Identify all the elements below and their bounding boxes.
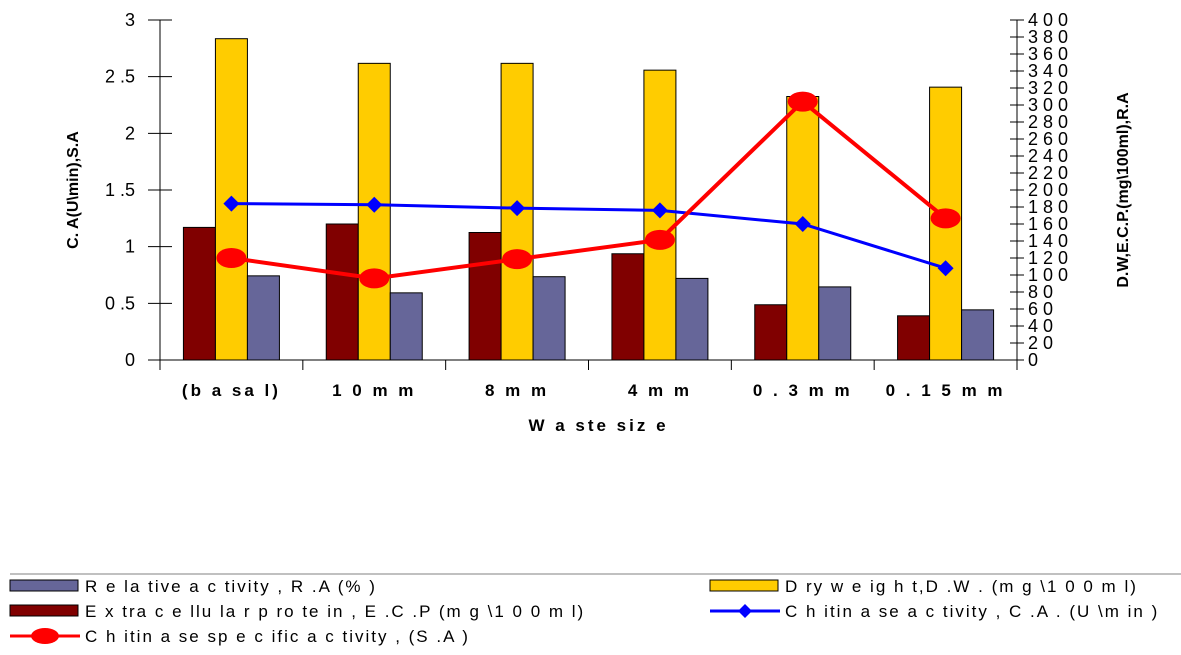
right-tick-label: 1 4 0 bbox=[1028, 231, 1068, 251]
legend-marker-ca bbox=[738, 604, 752, 618]
right-tick-label: 2 0 bbox=[1028, 333, 1053, 353]
right-tick-label: 3 0 0 bbox=[1028, 95, 1068, 115]
legend-label-sa: C h itin a se sp e c ific a c tivity , (… bbox=[85, 627, 470, 646]
right-tick-label: 1 0 0 bbox=[1028, 265, 1068, 285]
bar-ra bbox=[246, 275, 280, 361]
right-tick-label: 8 0 bbox=[1028, 282, 1053, 302]
left-axis-title: C. A(U\min),S.A bbox=[65, 131, 82, 249]
point-ca bbox=[651, 202, 668, 219]
right-tick-label: 3 4 0 bbox=[1028, 61, 1068, 81]
bar-ra bbox=[532, 276, 566, 361]
left-tick-label: 3 bbox=[125, 10, 135, 30]
right-tick-label: 3 6 0 bbox=[1028, 44, 1068, 64]
labels: (b a sa l) 1 0 m m 8 m m 4 m m 0 . 3 m m 0 . … bbox=[65, 92, 1132, 435]
point-ca bbox=[794, 216, 811, 232]
right-tick-label: 2 8 0 bbox=[1028, 112, 1068, 132]
legend-swatch-ra bbox=[9, 579, 79, 592]
legend-marker-sa bbox=[31, 628, 59, 644]
point-sa bbox=[930, 208, 961, 229]
left-tick-label: 2 .5 bbox=[105, 67, 135, 87]
right-tick-label: 3 8 0 bbox=[1028, 27, 1068, 47]
bar-ecp bbox=[468, 232, 502, 361]
bar-ecp bbox=[754, 304, 788, 361]
point-ca bbox=[937, 260, 954, 277]
left-tick-label: 1 bbox=[125, 237, 135, 257]
right-tick-label: 3 2 0 bbox=[1028, 78, 1068, 98]
right-tick-label: 4 0 0 bbox=[1028, 10, 1068, 30]
legend: R e la tive a c tivity , R .A (% ) D ry w… bbox=[9, 573, 1181, 646]
point-sa bbox=[787, 91, 818, 112]
left-tick-label: 0 .5 bbox=[105, 293, 135, 313]
x-tick-label: 1 0 m m bbox=[332, 381, 416, 400]
bar-ra bbox=[675, 277, 709, 361]
x-tick-label: 8 m m bbox=[485, 381, 549, 400]
right-tick-label: 2 6 0 bbox=[1028, 129, 1068, 149]
line-sa bbox=[231, 98, 947, 281]
right-tick-label: 6 0 bbox=[1028, 299, 1053, 319]
bar-ecp bbox=[325, 223, 359, 361]
right-tick-label: 2 4 0 bbox=[1028, 146, 1068, 166]
legend-label-dw: D ry w e ig h t,D .W . (m g \1 0 0 m l) bbox=[785, 577, 1138, 596]
bar-ecp bbox=[897, 315, 931, 361]
bars bbox=[182, 38, 995, 361]
bar-ra bbox=[961, 309, 995, 361]
bar-dw bbox=[643, 69, 677, 361]
left-tick-label: 2 bbox=[125, 123, 135, 143]
lines bbox=[216, 91, 961, 289]
legend-label-ecp: E x tra c e llu la r p ro te in , E .C .… bbox=[85, 602, 585, 621]
point-sa bbox=[359, 268, 390, 289]
x-tick-label: 0 . 1 5 m m bbox=[886, 381, 1006, 400]
point-ca bbox=[509, 200, 526, 217]
right-tick-label: 1 2 0 bbox=[1028, 248, 1068, 268]
right-tick-label: 0 bbox=[1028, 350, 1038, 370]
point-sa bbox=[216, 248, 247, 268]
x-tick-label: 4 m m bbox=[628, 381, 692, 400]
legend-swatch-ecp bbox=[9, 604, 79, 617]
bar-ra bbox=[389, 292, 423, 361]
x-tick-label: (b a sa l) bbox=[182, 381, 281, 400]
right-tick-label: 1 6 0 bbox=[1028, 214, 1068, 234]
right-axis-title: D.W,E.C.P.(mg\100ml),R.A bbox=[1115, 92, 1132, 288]
point-ca bbox=[366, 196, 383, 213]
x-tick-label: 0 . 3 m m bbox=[753, 381, 853, 400]
line-ca bbox=[231, 202, 947, 270]
legend-label-ra: R e la tive a c tivity , R .A (% ) bbox=[85, 577, 377, 596]
right-tick-label: 2 0 0 bbox=[1028, 180, 1068, 200]
bar-ecp bbox=[182, 226, 216, 361]
left-tick-label: 1 .5 bbox=[105, 180, 135, 200]
right-tick-label: 1 8 0 bbox=[1028, 197, 1068, 217]
left-tick-label: 0 bbox=[125, 350, 135, 370]
bar-ra bbox=[818, 286, 852, 361]
bar-ecp bbox=[611, 253, 645, 361]
right-tick-label: 4 0 bbox=[1028, 316, 1053, 336]
legend-swatch-dw bbox=[709, 579, 779, 592]
x-axis-title: W a ste siz e bbox=[528, 416, 668, 435]
point-ca bbox=[223, 195, 240, 212]
right-tick-label: 2 2 0 bbox=[1028, 163, 1068, 183]
point-sa bbox=[502, 249, 533, 270]
point-sa bbox=[644, 229, 675, 250]
legend-label-ca: C h itin a se a c tivity , C .A . (U \m … bbox=[785, 602, 1159, 621]
